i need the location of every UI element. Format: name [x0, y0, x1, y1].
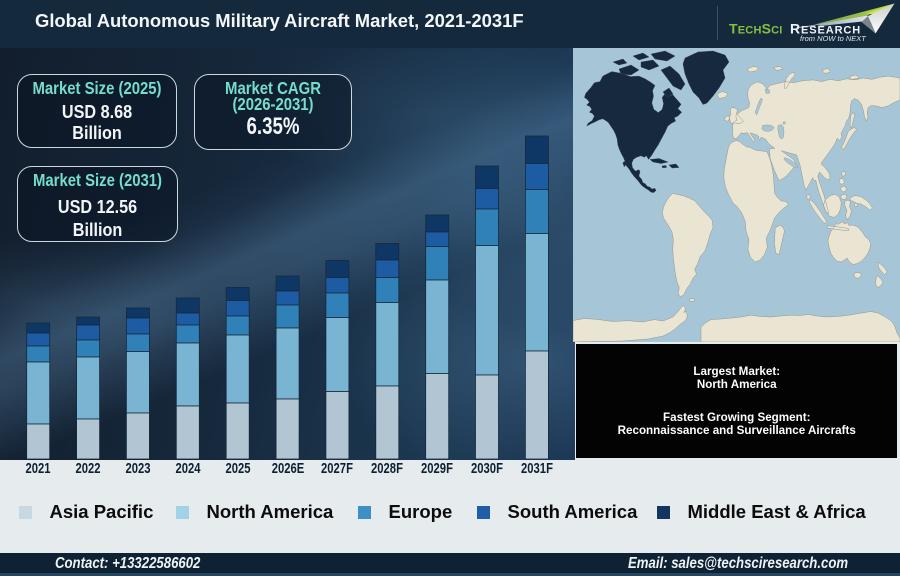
svg-text:RESEARCH: RESEARCH — [790, 21, 861, 37]
svg-text:TECHSCI: TECHSCI — [729, 21, 783, 37]
svg-text:from NOW to NEXT: from NOW to NEXT — [800, 34, 867, 43]
